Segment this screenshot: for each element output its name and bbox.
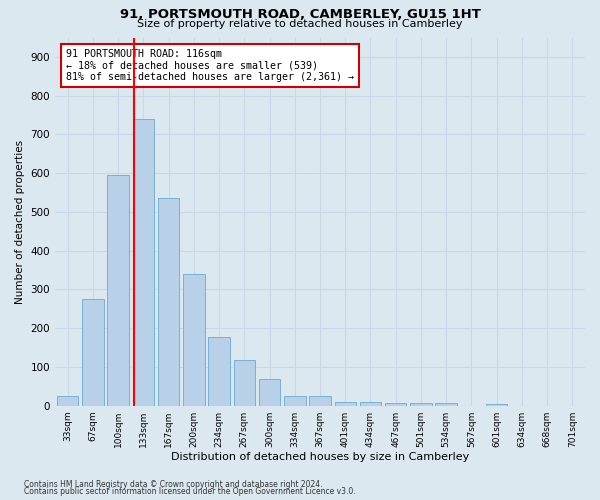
Bar bbox=[208, 336, 230, 406]
Text: 91 PORTSMOUTH ROAD: 116sqm
← 18% of detached houses are smaller (539)
81% of sem: 91 PORTSMOUTH ROAD: 116sqm ← 18% of deta… bbox=[65, 48, 353, 82]
Y-axis label: Number of detached properties: Number of detached properties bbox=[15, 140, 25, 304]
Bar bbox=[410, 403, 431, 406]
Text: 91, PORTSMOUTH ROAD, CAMBERLEY, GU15 1HT: 91, PORTSMOUTH ROAD, CAMBERLEY, GU15 1HT bbox=[119, 8, 481, 20]
Text: Contains HM Land Registry data © Crown copyright and database right 2024.: Contains HM Land Registry data © Crown c… bbox=[24, 480, 323, 489]
Bar bbox=[385, 403, 406, 406]
Text: Size of property relative to detached houses in Camberley: Size of property relative to detached ho… bbox=[137, 19, 463, 29]
Bar bbox=[259, 380, 280, 406]
Bar bbox=[107, 175, 129, 406]
Bar bbox=[82, 299, 104, 406]
Bar bbox=[486, 404, 508, 406]
Bar bbox=[309, 396, 331, 406]
Bar bbox=[133, 119, 154, 406]
Text: Contains public sector information licensed under the Open Government Licence v3: Contains public sector information licen… bbox=[24, 487, 356, 496]
Bar bbox=[436, 403, 457, 406]
Bar bbox=[233, 360, 255, 406]
Bar bbox=[183, 274, 205, 406]
Bar bbox=[335, 402, 356, 406]
Bar bbox=[284, 396, 305, 406]
X-axis label: Distribution of detached houses by size in Camberley: Distribution of detached houses by size … bbox=[171, 452, 469, 462]
Bar bbox=[158, 198, 179, 406]
Bar bbox=[57, 396, 79, 406]
Bar bbox=[360, 402, 381, 406]
